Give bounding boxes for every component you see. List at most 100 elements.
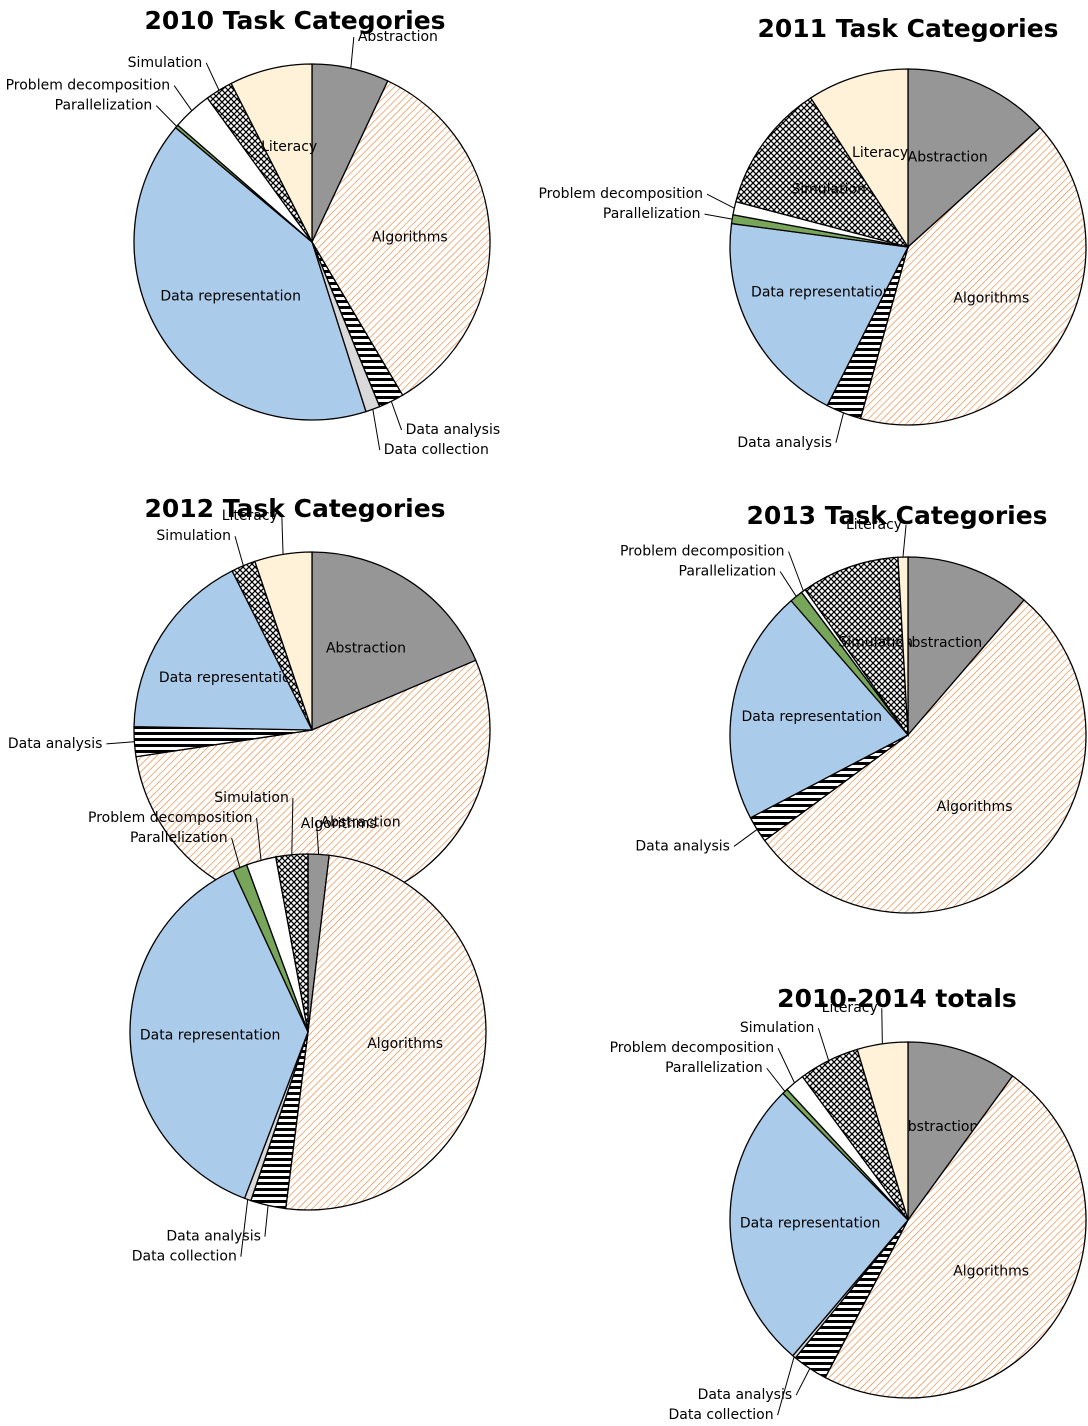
slice-label: Parallelization bbox=[603, 206, 701, 222]
pie-slice bbox=[907, 68, 1041, 249]
slice-label: Simulation bbox=[740, 1020, 815, 1036]
slice-label: Problem decomposition bbox=[538, 186, 703, 202]
slice-label: Algorithms bbox=[372, 229, 448, 245]
chart-title: 2012 Task Categories bbox=[144, 494, 445, 523]
chart-title: 2013 Task Categories bbox=[746, 501, 1047, 530]
leader-line bbox=[795, 1368, 811, 1396]
pie-slice bbox=[735, 97, 910, 249]
pie-slice bbox=[129, 869, 309, 1200]
slice-label: Problem decomposition bbox=[620, 543, 785, 559]
leader-line bbox=[706, 193, 735, 209]
pie-slice bbox=[230, 63, 313, 243]
slice-label: Literacy bbox=[261, 139, 317, 155]
slice-label: Problem decomposition bbox=[610, 1040, 775, 1056]
leader-line bbox=[817, 1028, 830, 1061]
slice-label: Data collection bbox=[132, 1249, 237, 1265]
slice-label: Data analysis bbox=[166, 1229, 261, 1245]
chart-title: 2010-2014 totals bbox=[777, 984, 1017, 1013]
slice-label: Data collection bbox=[384, 442, 489, 458]
slice-label: Abstraction bbox=[326, 640, 406, 656]
slice-label: Simulation bbox=[791, 182, 866, 198]
slice-label: Data representation bbox=[160, 289, 301, 305]
leader-line bbox=[881, 1008, 883, 1044]
leader-line bbox=[835, 412, 844, 443]
leader-line bbox=[264, 1205, 269, 1237]
pie-slice bbox=[763, 599, 1087, 914]
slice-label: Algorithms bbox=[953, 1264, 1029, 1280]
slice-label: Data representation bbox=[751, 285, 892, 301]
leader-line bbox=[234, 536, 244, 566]
slice-label: Algorithms bbox=[367, 1036, 443, 1052]
pie-slice bbox=[729, 599, 910, 819]
pie-slice bbox=[907, 1041, 1014, 1223]
leader-line bbox=[106, 741, 135, 745]
slice-label: Abstraction bbox=[321, 814, 401, 830]
pie-slice bbox=[907, 556, 1025, 737]
slice-label: Data representation bbox=[159, 670, 300, 686]
slice-label: Algorithms bbox=[937, 799, 1013, 815]
pie-slice bbox=[729, 1092, 909, 1357]
slice-label: Parallelization bbox=[55, 98, 153, 114]
leader-line bbox=[902, 524, 907, 558]
leader-line bbox=[231, 837, 241, 868]
slice-label: Abstraction bbox=[358, 29, 438, 45]
leader-line bbox=[155, 105, 178, 127]
leader-line bbox=[316, 822, 320, 855]
chart-title: 2010 Task Categories bbox=[144, 6, 445, 35]
leader-line bbox=[779, 571, 797, 597]
pie-slice bbox=[254, 551, 313, 731]
slice-label: Parallelization bbox=[665, 1060, 763, 1076]
slice-label: Literacy bbox=[852, 145, 908, 161]
pie-slice bbox=[133, 570, 314, 731]
slice-label: Data analysis bbox=[8, 736, 103, 752]
slice-label: Literacy bbox=[822, 1000, 878, 1016]
pie-slice bbox=[859, 126, 1087, 426]
leader-line bbox=[777, 1356, 795, 1416]
slice-label: Data analysis bbox=[406, 422, 501, 438]
slice-label: Literacy bbox=[846, 517, 902, 533]
slice-label: Abstraction bbox=[898, 1119, 978, 1135]
leader-line bbox=[788, 551, 804, 592]
pie-slice bbox=[729, 222, 909, 407]
leader-line bbox=[704, 213, 733, 220]
pie-slice bbox=[809, 68, 909, 250]
slice-label: Literacy bbox=[222, 508, 278, 524]
leader-line bbox=[205, 62, 220, 91]
slice-label: Problem decomposition bbox=[88, 810, 253, 826]
leader-line bbox=[766, 1067, 786, 1092]
slice-label: Data representation bbox=[741, 709, 882, 725]
slice-label: Abstraction bbox=[902, 635, 982, 651]
leader-line bbox=[291, 797, 294, 855]
leader-line bbox=[733, 829, 758, 847]
slice-label: Data representation bbox=[140, 1027, 281, 1043]
slice-label: Data representation bbox=[740, 1216, 881, 1232]
leader-line bbox=[372, 409, 381, 451]
leader-line bbox=[256, 817, 262, 861]
leader-line bbox=[350, 36, 355, 69]
pie-slice bbox=[274, 853, 309, 1033]
slice-label: Data collection bbox=[669, 1407, 774, 1423]
pie-slice bbox=[133, 126, 367, 421]
slice-label: Problem decomposition bbox=[6, 78, 171, 94]
chart-title: 2011 Task Categories bbox=[757, 14, 1058, 43]
slice-label: Parallelization bbox=[130, 830, 228, 846]
slice-label: Data analysis bbox=[698, 1387, 793, 1403]
slice-label: Simulation bbox=[156, 528, 231, 544]
slice-label: Simulation bbox=[838, 635, 913, 651]
slice-label: Abstraction bbox=[908, 150, 988, 166]
leader-line bbox=[390, 401, 403, 431]
pie-slice bbox=[804, 556, 909, 738]
pie-slice bbox=[897, 556, 909, 736]
slice-label: Data analysis bbox=[737, 435, 832, 451]
slice-label: Simulation bbox=[128, 55, 203, 71]
pie-slice bbox=[311, 551, 477, 731]
slice-label: Data analysis bbox=[635, 838, 730, 854]
slice-label: Parallelization bbox=[679, 563, 777, 579]
slice-label: Algorithms bbox=[953, 290, 1029, 306]
slice-label: Simulation bbox=[214, 790, 289, 806]
pie-slice bbox=[856, 1041, 909, 1221]
pie-slice bbox=[824, 1075, 1087, 1399]
leader-line bbox=[777, 1048, 795, 1084]
pie-slice bbox=[284, 854, 487, 1211]
